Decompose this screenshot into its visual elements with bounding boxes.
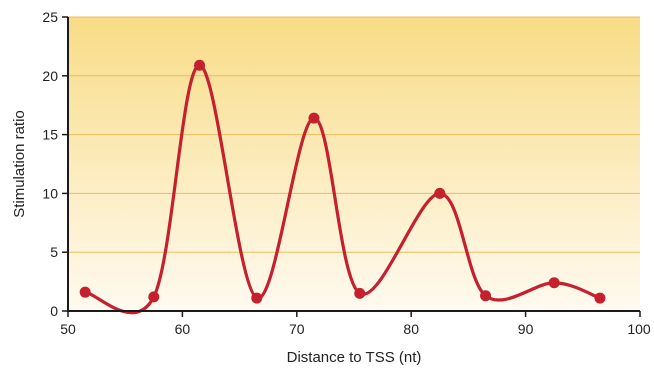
y-tick-label-0: 0 (50, 303, 58, 319)
y-axis-label: Stimulation ratio (11, 110, 28, 218)
plot-background (68, 17, 640, 311)
y-tick-label-20: 20 (42, 68, 58, 84)
data-point-4 (308, 112, 320, 124)
data-point-7 (480, 290, 492, 302)
data-point-9 (594, 292, 606, 304)
data-markers (79, 59, 606, 304)
x-tick-label-70: 70 (289, 321, 305, 337)
x-axis-label: Distance to TSS (nt) (287, 349, 422, 366)
data-point-0 (79, 286, 91, 298)
y-tick-labels: 0 5 10 15 20 25 (42, 9, 58, 319)
data-point-1 (148, 291, 160, 303)
x-tick-label-50: 50 (60, 321, 76, 337)
data-point-3 (251, 292, 263, 304)
x-tick-label-60: 60 (175, 321, 191, 337)
axes (62, 16, 641, 317)
x-tick-label-90: 90 (518, 321, 534, 337)
data-point-2 (194, 59, 206, 71)
x-tick-label-100: 100 (627, 321, 651, 337)
y-tick-label-10: 10 (42, 185, 58, 201)
y-tick-label-25: 25 (42, 9, 58, 25)
y-tick-label-5: 5 (50, 244, 58, 260)
gridlines (68, 16, 640, 253)
data-point-5 (354, 287, 366, 299)
y-tick-label-15: 15 (42, 127, 58, 143)
data-point-8 (548, 277, 560, 289)
data-point-6 (434, 187, 446, 199)
x-tick-labels: 50 60 70 80 90 100 (60, 321, 651, 337)
x-tick-label-80: 80 (403, 321, 419, 337)
